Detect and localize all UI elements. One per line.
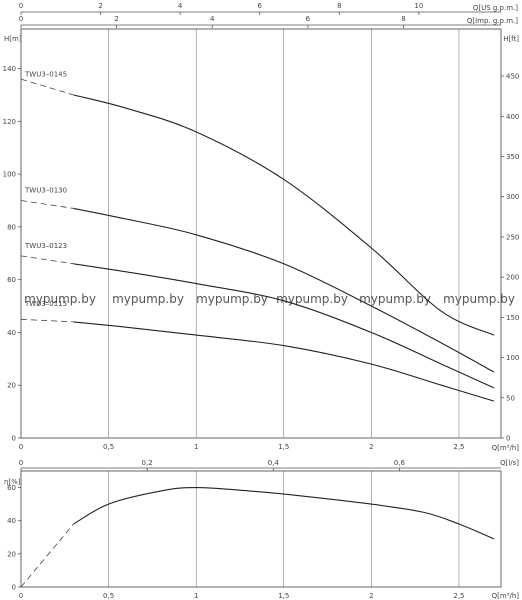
curve-name-label: TWU3–0145 bbox=[24, 71, 67, 79]
head-curve-extrapolation bbox=[20, 78, 74, 96]
efficiency-plot-frame bbox=[20, 470, 502, 588]
efficiency-x-tick-label: 2 bbox=[369, 592, 373, 600]
head-y-tick-label: 40 bbox=[7, 329, 16, 337]
watermark-text: mypump.by bbox=[443, 292, 515, 306]
imp-gpm-tick-label: 2 bbox=[114, 15, 118, 23]
head-ft-tick-label: 450 bbox=[506, 73, 519, 81]
efficiency-y-tick-label: 60 bbox=[7, 484, 16, 492]
us-gpm-tick-label: 0 bbox=[19, 2, 23, 10]
head-ft-tick-label: 300 bbox=[506, 193, 519, 201]
watermark-text: mypump.by bbox=[196, 292, 268, 306]
head-curve-extrapolation bbox=[20, 255, 74, 265]
head-ft-tick-label: 250 bbox=[506, 233, 519, 241]
efficiency-x-tick-label: 1,5 bbox=[278, 592, 289, 600]
head-curve bbox=[73, 263, 495, 389]
head-flow-axis-label: Q[m³/h] bbox=[492, 444, 520, 452]
curve-name-label: TWU3–0123 bbox=[24, 242, 67, 250]
us-gpm-tick-label: 2 bbox=[98, 2, 102, 10]
efficiency-x-tick-label: 2,5 bbox=[453, 592, 464, 600]
imp-gpm-tick-label: 8 bbox=[401, 15, 405, 23]
ls-tick-label: 0,2 bbox=[142, 459, 153, 467]
curve-name-label: TWU3–0115 bbox=[24, 300, 67, 308]
watermark-text: mypump.by bbox=[359, 292, 431, 306]
us-gpm-axis-label: Q[US g.p.m.] bbox=[473, 4, 518, 12]
head-y-tick-label: 140 bbox=[3, 65, 16, 73]
head-ft-tick-label: 100 bbox=[506, 354, 519, 362]
head-ft-tick-label: 350 bbox=[506, 153, 519, 161]
head-y-tick-label: 0 bbox=[12, 435, 16, 443]
curve-name-label: TWU3–0130 bbox=[24, 187, 67, 195]
efficiency-x-tick-label: 0,5 bbox=[103, 592, 114, 600]
head-curve bbox=[73, 321, 495, 402]
head-axis-label: H[m] bbox=[4, 35, 22, 43]
imp-gpm-tick-label: 6 bbox=[306, 15, 311, 23]
efficiency-chart: η[%] Q[l/s] Q[m³/h] 0 0,5 1 1,5 2 2,5 0 20 40 60 0… bbox=[4, 459, 519, 600]
watermark-text: mypump.by bbox=[276, 292, 348, 306]
efficiency-x-tick-label: 0 bbox=[19, 592, 23, 600]
head-x-tick-label: 1 bbox=[194, 443, 198, 451]
head-y-tick-label: 100 bbox=[3, 171, 16, 179]
efficiency-ls-axis-label: Q[l/s] bbox=[500, 459, 519, 467]
head-ft-tick-label: 0 bbox=[506, 435, 510, 443]
head-ft-tick-label: 50 bbox=[506, 394, 515, 402]
watermark-text: mypump.by bbox=[112, 292, 184, 306]
head-x-tick-label: 1,5 bbox=[278, 443, 289, 451]
head-plot-frame bbox=[20, 28, 502, 439]
efficiency-x-tick-label: 1 bbox=[194, 592, 198, 600]
efficiency-axis-label: η[%] bbox=[4, 478, 21, 486]
head-y-tick-label: 120 bbox=[3, 118, 16, 126]
ls-tick-label: 0 bbox=[19, 459, 23, 467]
head-ft-tick-label: 200 bbox=[506, 274, 519, 282]
efficiency-curve-extrapolation bbox=[20, 523, 74, 588]
head-y-tick-label: 20 bbox=[7, 382, 16, 390]
ls-tick-label: 0,6 bbox=[394, 459, 406, 467]
head-y-tick-label: 80 bbox=[7, 223, 16, 231]
imp-gpm-tick-label: 4 bbox=[210, 15, 215, 23]
head-curve-extrapolation bbox=[20, 318, 74, 323]
head-curve bbox=[73, 94, 495, 336]
top-flow-axes: Q[US g.p.m.] Q[Imp. g.p.m.] 0 2 4 6 8 10 0 2 4 6 8 bbox=[19, 2, 518, 28]
us-gpm-tick-label: 4 bbox=[178, 2, 183, 10]
head-chart: H[m] H[ft] Q[m³/h] 0 0,5 1 1,5 2 2,5 0 20 40 60 80… bbox=[3, 28, 520, 452]
head-y-tick-label: 60 bbox=[7, 276, 16, 284]
ls-tick-label: 0,4 bbox=[268, 459, 280, 467]
head-x-tick-label: 2 bbox=[369, 443, 373, 451]
head-x-tick-label: 0,5 bbox=[103, 443, 114, 451]
us-gpm-tick-label: 10 bbox=[414, 2, 423, 10]
efficiency-y-tick-label: 0 bbox=[12, 584, 16, 592]
head-curve-extrapolation bbox=[20, 200, 74, 209]
head-curve bbox=[73, 207, 495, 373]
head-x-tick-label: 2,5 bbox=[453, 443, 464, 451]
head-ft-tick-label: 400 bbox=[506, 113, 519, 121]
efficiency-curve bbox=[73, 487, 495, 540]
us-gpm-tick-label: 8 bbox=[337, 2, 341, 10]
head-ft-tick-label: 150 bbox=[506, 314, 519, 322]
us-gpm-tick-label: 6 bbox=[257, 2, 262, 10]
imp-gpm-tick-label: 0 bbox=[19, 15, 23, 23]
head-x-tick-label: 0 bbox=[19, 443, 23, 451]
imp-gpm-axis-label: Q[Imp. g.p.m.] bbox=[467, 17, 518, 25]
watermark-text: mypump.by bbox=[24, 292, 96, 306]
efficiency-flow-axis-label: Q[m³/h] bbox=[492, 592, 520, 600]
efficiency-y-tick-label: 20 bbox=[7, 550, 16, 558]
head-ft-axis-label: H[ft] bbox=[503, 35, 519, 43]
efficiency-y-tick-label: 40 bbox=[7, 517, 16, 525]
